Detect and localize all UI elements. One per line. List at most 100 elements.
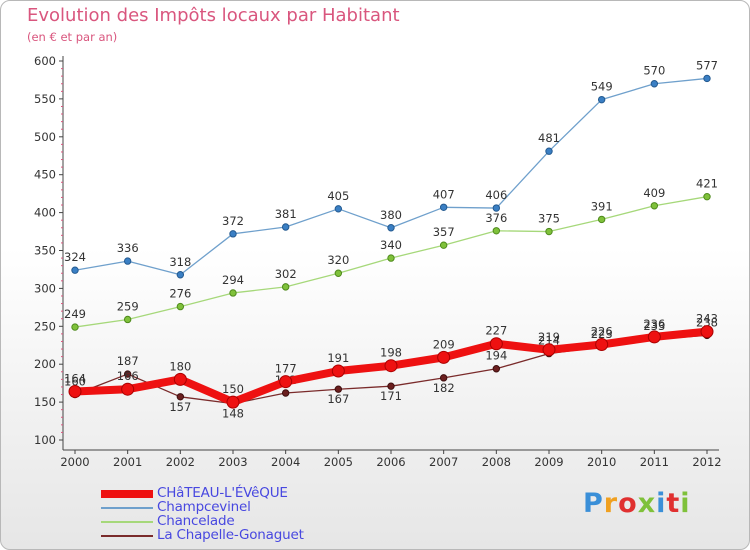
data-point — [387, 254, 395, 262]
logo-letter: x — [637, 488, 657, 519]
y-tick-label: 350 — [34, 244, 56, 258]
data-label: 406 — [485, 188, 507, 202]
legend-swatch — [101, 521, 153, 523]
data-label: 214 — [538, 334, 560, 348]
legend-swatch — [101, 535, 153, 537]
data-point — [492, 204, 501, 212]
data-point — [176, 302, 185, 311]
y-tick-label: 550 — [34, 92, 56, 106]
y-tick-label: 250 — [34, 319, 56, 333]
logo-letter: i — [656, 488, 667, 519]
data-label: 236 — [643, 317, 665, 331]
data-point — [334, 385, 343, 393]
legend-label: Champcevinel — [157, 499, 251, 515]
data-label: 209 — [433, 337, 455, 351]
data-point — [331, 364, 345, 378]
series-0: 164 166 180 150 177 191 198 209 227 219 226 236 243 — [64, 312, 718, 409]
data-point — [647, 330, 661, 344]
data-label: 223 — [591, 327, 613, 341]
logo-letter: i — [680, 488, 691, 519]
logo-letter: o — [618, 488, 638, 519]
proxiti-logo: Proxiti — [583, 488, 691, 519]
data-label: 276 — [169, 287, 191, 301]
data-label: 182 — [433, 381, 455, 395]
x-tick-label: 2011 — [640, 455, 669, 469]
data-point — [173, 372, 187, 386]
x-tick-label: 2002 — [166, 455, 195, 469]
y-tick-label: 100 — [34, 433, 56, 447]
data-point — [489, 337, 503, 351]
data-point — [68, 384, 82, 398]
logo-letter: r — [603, 488, 619, 519]
data-label: 167 — [327, 392, 349, 406]
legend-swatch — [101, 490, 153, 498]
x-tick-label: 2003 — [218, 455, 247, 469]
y-tick-label: 150 — [34, 395, 56, 409]
data-label: 391 — [591, 199, 613, 213]
data-point — [492, 365, 501, 373]
data-label: 198 — [380, 346, 402, 360]
legend-swatch — [101, 507, 153, 509]
data-point — [384, 359, 398, 373]
data-point — [439, 241, 448, 249]
data-label: 157 — [169, 400, 191, 414]
data-label: 381 — [275, 207, 297, 221]
data-point — [387, 224, 395, 232]
data-label: 409 — [643, 186, 665, 200]
data-point — [545, 227, 553, 236]
y-tick-label: 200 — [34, 357, 56, 371]
legend-label: La Chapelle-Gonaguet — [157, 527, 304, 543]
x-tick-label: 2012 — [692, 455, 721, 469]
data-point — [334, 205, 343, 213]
data-point — [595, 337, 609, 351]
data-label: 187 — [117, 354, 139, 368]
y-tick-label: 600 — [34, 54, 56, 68]
logo-letter: P — [583, 488, 604, 519]
x-tick-label: 2005 — [324, 455, 353, 469]
data-point — [542, 343, 556, 357]
data-point — [226, 395, 240, 409]
data-point — [439, 374, 448, 382]
data-label: 320 — [327, 253, 349, 267]
data-label: 227 — [485, 324, 507, 338]
data-point — [123, 315, 132, 324]
data-point — [123, 370, 132, 378]
data-label: 340 — [380, 238, 402, 252]
y-tick-label: 300 — [34, 281, 56, 295]
data-point — [176, 271, 185, 279]
data-label: 249 — [64, 307, 86, 321]
data-label: 150 — [222, 382, 244, 396]
data-label: 219 — [538, 330, 560, 344]
data-label: 405 — [327, 189, 349, 203]
data-label: 549 — [591, 80, 613, 94]
data-point — [176, 393, 185, 401]
data-point — [123, 257, 132, 265]
data-label: 570 — [643, 64, 665, 78]
x-tick-label: 2004 — [271, 455, 300, 469]
data-label: 577 — [696, 58, 718, 72]
data-point — [597, 215, 606, 224]
data-label: 336 — [117, 241, 139, 255]
data-label: 194 — [485, 349, 507, 363]
data-label: 166 — [117, 369, 139, 383]
data-point — [650, 202, 659, 210]
data-point — [281, 389, 290, 397]
data-label: 233 — [643, 319, 665, 333]
data-point — [121, 382, 135, 396]
data-point — [71, 266, 79, 274]
data-label: 226 — [591, 324, 613, 338]
y-tick-label: 400 — [34, 206, 56, 220]
logo-letter: t — [666, 488, 681, 519]
data-label: 177 — [275, 362, 297, 376]
data-point — [71, 323, 79, 331]
data-point — [229, 230, 237, 238]
data-point — [703, 192, 711, 201]
data-point — [437, 350, 451, 364]
x-tick-label: 2010 — [587, 455, 616, 469]
data-label: 318 — [169, 255, 191, 269]
chart-subtitle: (en € et par an) — [27, 30, 118, 44]
data-label: 380 — [380, 208, 402, 222]
data-label: 238 — [696, 315, 718, 329]
legend-label: Chancelade — [157, 513, 235, 529]
